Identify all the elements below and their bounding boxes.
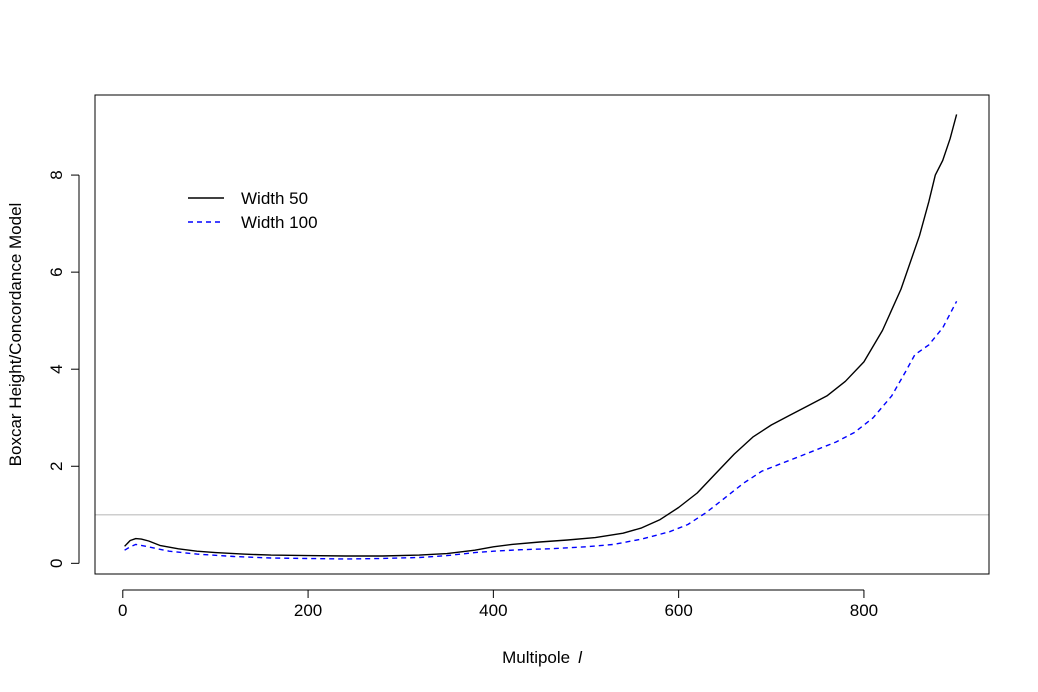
legend-label-1: Width 50 [241, 189, 308, 208]
y-axis-label: Boxcar Height/Concordance Model [6, 203, 25, 467]
y-axis: 0 2 4 6 8 [47, 170, 80, 568]
legend: Width 50 Width 100 [188, 189, 318, 232]
x-tick-label: 200 [294, 601, 322, 620]
y-tick-label: 4 [47, 364, 66, 373]
series-line-2 [124, 300, 958, 560]
legend-label-2: Width 100 [241, 213, 318, 232]
plot-frame [94, 94, 990, 575]
x-tick-label: 400 [479, 601, 507, 620]
x-tick-label: 800 [850, 601, 878, 620]
y-tick-label: 6 [47, 267, 66, 276]
y-tick-label: 8 [47, 170, 66, 179]
x-axis-label: Multipole l [502, 648, 583, 667]
x-tick-label: 0 [118, 601, 127, 620]
x-axis: 0 200 400 600 800 [118, 589, 878, 620]
plot-area [95, 114, 989, 560]
series-line-1 [124, 114, 958, 557]
x-tick-label: 600 [664, 601, 692, 620]
y-tick-label: 0 [47, 559, 66, 568]
y-tick-label: 2 [47, 462, 66, 471]
